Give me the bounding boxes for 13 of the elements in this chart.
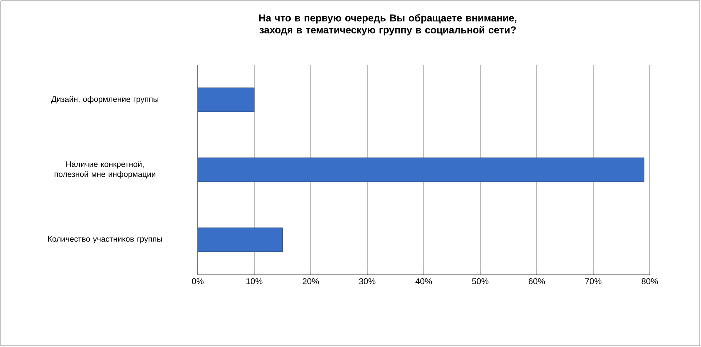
x-tick-label: 20% bbox=[302, 278, 320, 285]
x-tick-label: 50% bbox=[472, 278, 489, 285]
x-tick-label: 80% bbox=[642, 278, 658, 285]
chart-title: На что в первую очередь Вы обращаете внимание, заходя в тематическую группу в социальной сети? bbox=[259, 14, 517, 36]
bar bbox=[198, 158, 645, 182]
bar bbox=[198, 88, 255, 112]
x-tick-label: 40% bbox=[416, 278, 432, 285]
x-tick-label: 70% bbox=[585, 278, 602, 285]
x-tick-label: 10% bbox=[246, 278, 263, 285]
bar bbox=[198, 228, 283, 252]
x-tick-label: 30% bbox=[359, 278, 376, 285]
x-tick-label: 60% bbox=[528, 278, 546, 285]
x-tick-label: 0% bbox=[192, 278, 204, 285]
